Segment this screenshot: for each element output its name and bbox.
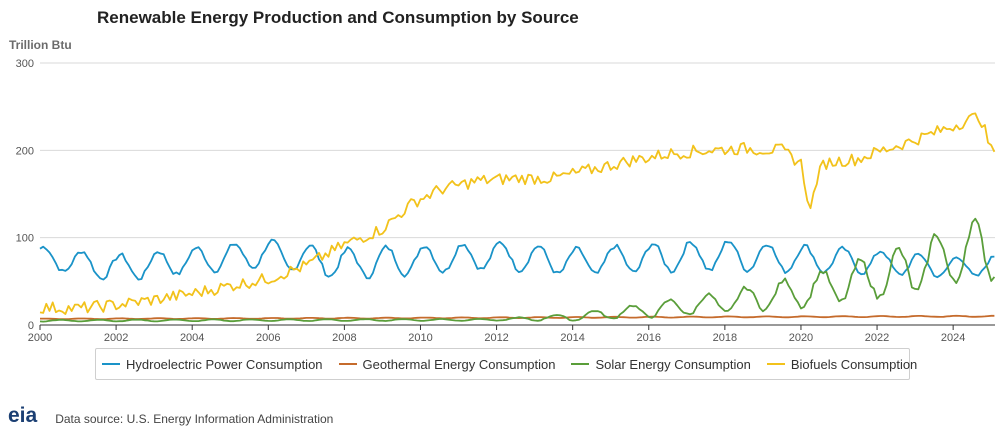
line-chart: 0 100 200 300 2000 2002 2004 2006 2008 2010 2012 20… [16, 58, 996, 344]
series-line-solar-energy-consumption[interactable] [39, 217, 996, 323]
x-tick-label: 2022 [865, 332, 889, 344]
x-tick-label: 2020 [789, 332, 813, 344]
data-source-text: Data source: U.S. Energy Information Adm… [55, 412, 334, 426]
series-line-hydroelectric-power-consumption[interactable] [39, 238, 995, 281]
x-tick-label: 2004 [180, 332, 204, 344]
y-tick-label: 0 [28, 320, 34, 332]
y-tick-label: 100 [16, 233, 34, 245]
legend-item-hydroelectric-power-consumption[interactable]: Hydroelectric Power Consumption [102, 357, 323, 372]
x-tick-label: 2002 [104, 332, 128, 344]
legend-item-geothermal-energy-consumption[interactable]: Geothermal Energy Consumption [338, 356, 556, 372]
footer: eia Data source: U.S. Energy Information… [8, 404, 333, 428]
x-tick-label: 2018 [713, 332, 737, 344]
legend-label: Solar Energy Consumption [595, 356, 751, 372]
y-tick-label: 200 [16, 145, 34, 157]
legend-label: Geothermal Energy Consumption [362, 356, 556, 372]
legend-swatch [102, 363, 120, 365]
legend-swatch [571, 363, 590, 365]
legend-label: Biofuels Consumption [790, 356, 918, 372]
x-tick-label: 2000 [28, 332, 52, 344]
chart-title: Renewable Energy Production and Consumpt… [97, 8, 579, 27]
chart-legend: Hydroelectric Power Consumption Geotherma… [95, 348, 917, 380]
x-tick-label: 2008 [332, 332, 356, 344]
x-tick-label: 2024 [941, 332, 965, 344]
x-tick-label: 2010 [408, 332, 432, 344]
axes: 0 100 200 300 2000 2002 2004 2006 2008 2010 2012 20… [16, 58, 995, 344]
y-axis-unit-label: Trillion Btu [9, 38, 72, 52]
series-line-biofuels-consumption[interactable] [39, 112, 996, 316]
legend-label: Hydroelectric Power Consumption [126, 356, 323, 372]
series-lines [39, 112, 996, 323]
y-tick-label: 300 [16, 58, 34, 70]
x-tick-label: 2016 [637, 332, 661, 344]
eia-logo[interactable]: eia [8, 404, 37, 428]
eia-logo-text: eia [8, 404, 38, 427]
legend-item-biofuels-consumption[interactable]: Biofuels Consumption [766, 356, 918, 372]
legend-item-solar-energy-consumption[interactable]: Solar Energy Consumption [571, 356, 751, 372]
x-tick-label: 2014 [560, 332, 584, 344]
legend-swatch [338, 363, 357, 365]
legend-swatch [766, 363, 785, 365]
gridlines [40, 62, 995, 239]
x-tick-label: 2006 [256, 332, 280, 344]
x-tick-label: 2012 [484, 332, 508, 344]
